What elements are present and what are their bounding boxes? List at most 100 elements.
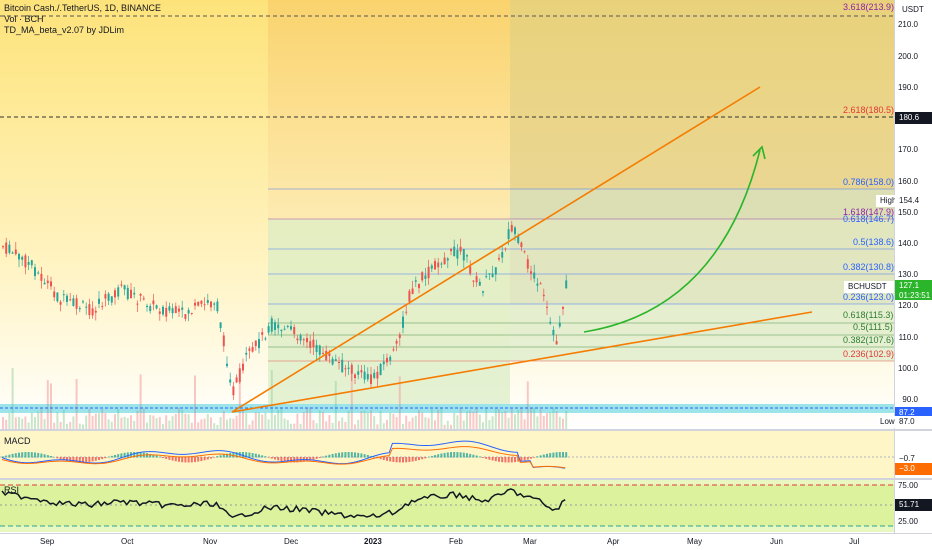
macd-hist-bar: [155, 455, 158, 458]
upper-zone: [268, 0, 510, 219]
candle-body: [123, 285, 126, 290]
price-axis[interactable]: USDT 210.0 200.0 190.0 170.0 160.0 150.0…: [894, 0, 932, 429]
rsi-legend[interactable]: RSI: [4, 485, 20, 495]
volume-bar: [8, 412, 11, 429]
macd-hist-bar: [274, 457, 276, 460]
volume-bar: [456, 415, 459, 429]
macd-hist-bar: [402, 457, 404, 463]
macd-hist-bar: [421, 457, 424, 460]
candle-body: [360, 370, 363, 373]
candle-body: [8, 244, 11, 253]
price-chart-pane[interactable]: Bitcoin Cash./.TetherUS, 1D, BINANCE Vol…: [0, 0, 894, 429]
macd-hist-bar: [514, 457, 516, 463]
candle-body: [142, 298, 145, 300]
macd-hist-bar: [94, 457, 97, 461]
macd-hist-bar: [59, 457, 62, 460]
macd-hist-bar: [232, 452, 235, 458]
macd-hist-bar: [162, 457, 164, 459]
volume-bar: [376, 424, 379, 429]
indicator-legend[interactable]: TD_MA_beta_v2.07 by JDLim: [4, 25, 125, 35]
macd-hist-bar: [558, 452, 561, 458]
volume-bar: [78, 423, 81, 429]
volume-bar: [168, 420, 171, 429]
volume-bar: [94, 413, 97, 429]
macd-hist-bar: [498, 457, 500, 462]
macd-hist-bar: [123, 452, 126, 458]
candle-body: [357, 371, 360, 375]
symbol-title[interactable]: Bitcoin Cash./.TetherUS, 1D, BINANCE: [4, 3, 162, 13]
volume-bar: [107, 419, 110, 429]
candle-body: [491, 273, 494, 277]
macd-hist-bar: [2, 456, 4, 458]
volume-bar: [43, 419, 46, 429]
volume-bar: [312, 420, 315, 429]
candle-body: [354, 374, 356, 379]
volume-bar: [91, 416, 94, 429]
volume-bar: [238, 380, 241, 429]
candle-body: [216, 301, 219, 312]
candle-body: [75, 298, 78, 309]
volume-bar: [366, 412, 369, 429]
time-label: Dec: [284, 537, 299, 546]
macd-hist-bar: [392, 457, 395, 462]
candle-body: [104, 294, 107, 299]
candle-body: [370, 374, 372, 384]
volume-bar: [562, 418, 564, 429]
projection-arrow[interactable]: [583, 149, 761, 333]
volume-bar: [120, 417, 123, 429]
candle-body: [210, 301, 212, 308]
macd-hist-bar: [347, 452, 350, 458]
macd-hist-bar: [382, 457, 385, 461]
candle-body: [59, 301, 62, 305]
time-axis[interactable]: Sep Oct Nov Dec 2023 Feb Mar Apr May Jun…: [0, 533, 932, 550]
price-tick: 200.0: [897, 52, 918, 61]
volume-bar: [222, 411, 225, 429]
pane-separator[interactable]: [0, 478, 932, 480]
volume-legend[interactable]: Vol · BCH: [4, 14, 44, 24]
candle-body: [331, 358, 334, 365]
candle-body: [488, 273, 491, 275]
rsi-canvas[interactable]: [0, 480, 894, 532]
wedge-lower-trendline[interactable]: [231, 311, 813, 413]
price-chart-canvas[interactable]: [0, 0, 894, 429]
volume-bar: [139, 374, 142, 429]
low-label: Low: [876, 416, 895, 428]
volume-bar: [302, 412, 305, 429]
macd-hist-bar: [398, 457, 401, 463]
chart-legend: Bitcoin Cash./.TetherUS, 1D, BINANCE Vol…: [4, 3, 161, 36]
candle-body: [373, 372, 376, 378]
macd-legend[interactable]: MACD: [4, 436, 31, 446]
candle-body: [328, 353, 331, 357]
candle-body: [226, 363, 228, 367]
volume-bar: [197, 422, 200, 429]
candle-body: [194, 302, 196, 306]
candle-body: [466, 255, 468, 257]
macd-pane[interactable]: MACD: [0, 431, 894, 478]
macd-hist-bar: [322, 456, 324, 458]
volume-bar: [30, 412, 33, 429]
macd-hist-bar: [443, 452, 446, 458]
volume-bar: [392, 413, 395, 429]
volume-bar: [53, 422, 56, 429]
macd-hist-bar: [328, 454, 331, 458]
macd-hist-bar: [523, 457, 526, 461]
rsi-pane[interactable]: RSI: [0, 480, 894, 532]
candle-body: [366, 373, 369, 380]
candle-body: [306, 337, 308, 343]
macd-hist-bar: [197, 457, 200, 462]
volume-bar: [370, 410, 372, 429]
macd-hist-bar: [283, 457, 286, 462]
alert-price-tag[interactable]: 180.6: [895, 112, 932, 124]
macd-hist-bar: [280, 457, 283, 462]
wedge-upper-trendline[interactable]: [231, 86, 761, 413]
last-price-tag[interactable]: 127.1 01:23:51: [895, 280, 932, 300]
macd-value-2: −3.0: [895, 463, 932, 475]
macd-canvas[interactable]: [0, 431, 894, 478]
macd-hist-bar: [334, 453, 337, 458]
time-label: Oct: [121, 537, 134, 546]
volume-bar: [411, 417, 414, 429]
macd-hist-bar: [203, 457, 206, 461]
candle-body: [43, 282, 46, 285]
candlesticks: [2, 220, 568, 400]
pane-separator[interactable]: [0, 429, 932, 431]
